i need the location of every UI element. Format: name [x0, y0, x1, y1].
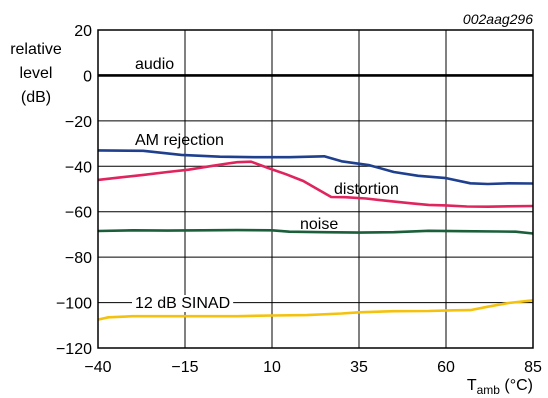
plot-frame: [97, 29, 534, 349]
y-axis-label-line-2: level: [20, 65, 53, 82]
series-label-noise: noise: [300, 216, 338, 233]
y-axis-label-line-3: (dB): [21, 89, 51, 106]
x-tick-label: 60: [437, 359, 455, 376]
series-label-distortion: distortion: [334, 181, 399, 198]
y-tick-label: −80: [65, 250, 92, 267]
series-lines: [97, 74, 534, 321]
x-axis-label: Tamb (°C): [467, 377, 533, 397]
y-tick-label: 20: [74, 23, 92, 40]
y-tick-label: −40: [65, 159, 92, 176]
x-tick-label: 85: [524, 359, 542, 376]
x-tick-label: 35: [350, 359, 368, 376]
series-line-noise: [97, 228, 534, 235]
tick-labels: −40 −15 10 35 60 85 20 0 −20 −40 −60 −80 −100 −120: [56, 23, 542, 376]
x-tick-label: 10: [263, 359, 281, 376]
y-tick-label: 0: [83, 68, 92, 85]
figure-reference-id: 002aag296: [463, 11, 533, 27]
y-tick-label: −100: [56, 296, 92, 313]
x-tick-label: −15: [171, 359, 198, 376]
x-axis-label-subscript: amb: [477, 383, 501, 397]
series-label-background: [132, 295, 234, 312]
y-tick-label: −20: [65, 114, 92, 131]
series-label-12-db-sinad: 12 dB SINAD: [135, 295, 230, 312]
series-line-12-db-sinad: [97, 299, 534, 321]
series-labels: audio AM rejection distortion noise 12 dB SI…: [132, 56, 399, 312]
y-tick-label: −60: [65, 205, 92, 222]
x-axis-label-unit: (°C): [500, 377, 533, 394]
series-line-distortion: [97, 160, 534, 208]
x-tick-label: −40: [84, 359, 111, 376]
y-tick-label: −120: [56, 341, 92, 358]
x-axis-label-main: T: [467, 377, 477, 394]
series-line-am-rejection: [97, 149, 534, 186]
series-label-audio: audio: [135, 56, 174, 73]
series-label-am-rejection: AM rejection: [135, 132, 224, 149]
y-axis-label-line-1: relative: [10, 41, 62, 58]
